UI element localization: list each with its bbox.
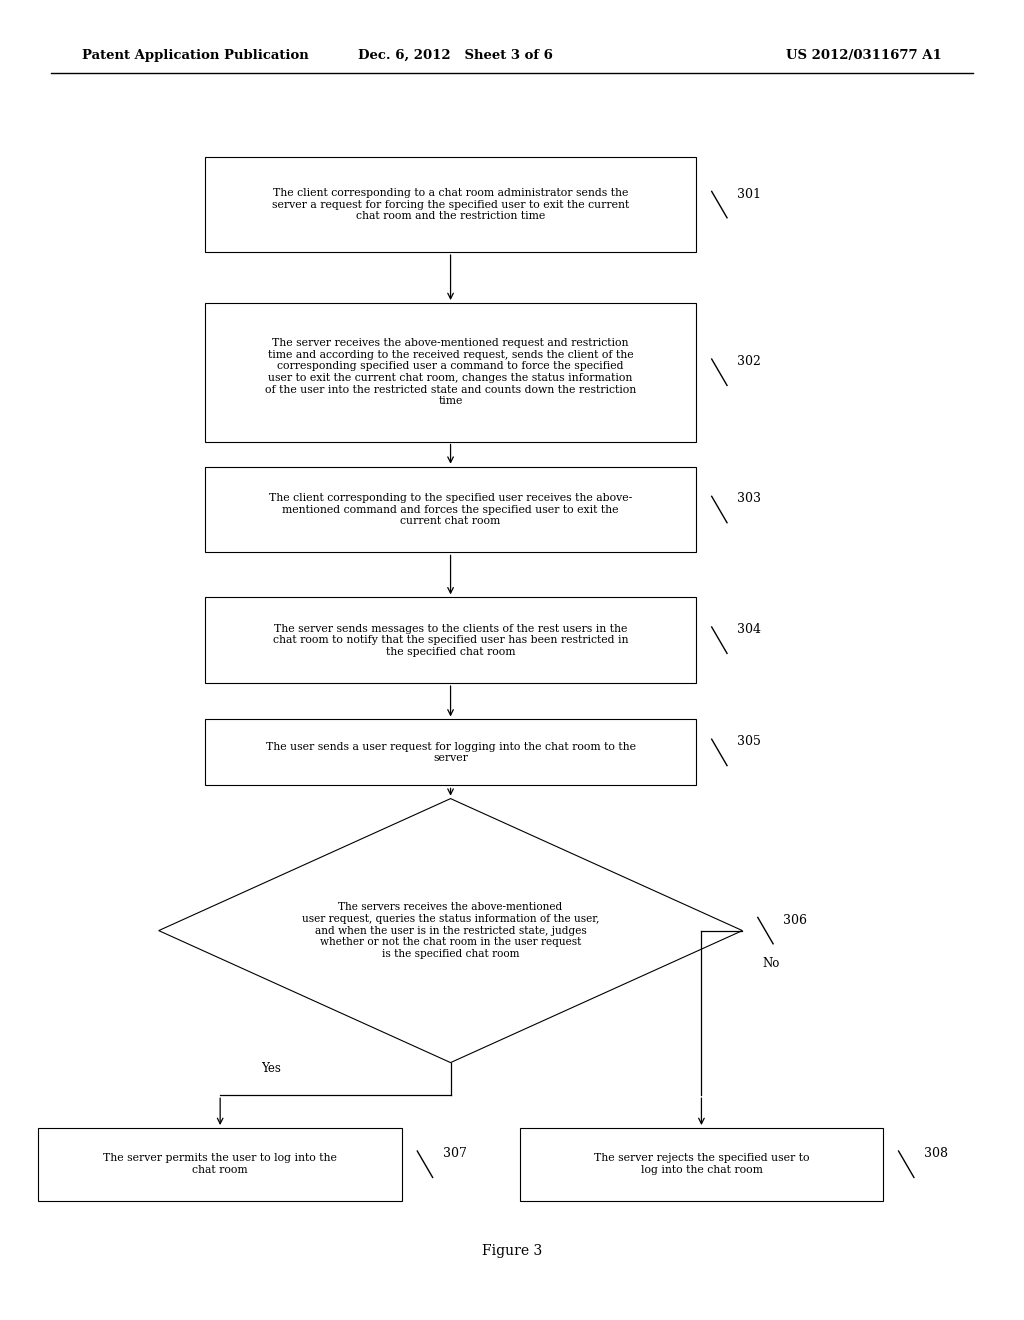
Text: The client corresponding to the specified user receives the above-
mentioned com: The client corresponding to the specifie…	[269, 492, 632, 527]
Text: No: No	[763, 957, 780, 970]
Text: The server permits the user to log into the
chat room: The server permits the user to log into …	[103, 1154, 337, 1175]
Bar	[205, 719, 696, 785]
Bar	[39, 1127, 401, 1201]
Text: US 2012/0311677 A1: US 2012/0311677 A1	[786, 49, 942, 62]
Text: 301: 301	[737, 187, 761, 201]
Text: Dec. 6, 2012   Sheet 3 of 6: Dec. 6, 2012 Sheet 3 of 6	[358, 49, 553, 62]
Bar	[205, 157, 696, 252]
Text: The client corresponding to a chat room administrator sends the
server a request: The client corresponding to a chat room …	[272, 187, 629, 222]
Text: Figure 3: Figure 3	[482, 1245, 542, 1258]
Polygon shape	[159, 799, 742, 1063]
Text: 302: 302	[737, 355, 761, 368]
Bar	[520, 1127, 883, 1201]
Text: The servers receives the above-mentioned
user request, queries the status inform: The servers receives the above-mentioned…	[302, 903, 599, 958]
Bar	[205, 597, 696, 684]
Text: 308: 308	[925, 1147, 948, 1160]
Text: The server sends messages to the clients of the rest users in the
chat room to n: The server sends messages to the clients…	[272, 623, 629, 657]
Bar	[205, 304, 696, 441]
Text: Yes: Yes	[261, 1063, 282, 1076]
Text: 303: 303	[737, 492, 761, 506]
Bar	[205, 467, 696, 553]
Text: 307: 307	[442, 1147, 467, 1160]
Text: The user sends a user request for logging into the chat room to the
server: The user sends a user request for loggin…	[265, 742, 636, 763]
Text: The server receives the above-mentioned request and restriction
time and accordi: The server receives the above-mentioned …	[265, 338, 636, 407]
Text: 304: 304	[737, 623, 761, 636]
Text: Patent Application Publication: Patent Application Publication	[82, 49, 308, 62]
Text: 306: 306	[783, 913, 807, 927]
Text: The server rejects the specified user to
log into the chat room: The server rejects the specified user to…	[594, 1154, 809, 1175]
Text: 305: 305	[737, 735, 761, 748]
